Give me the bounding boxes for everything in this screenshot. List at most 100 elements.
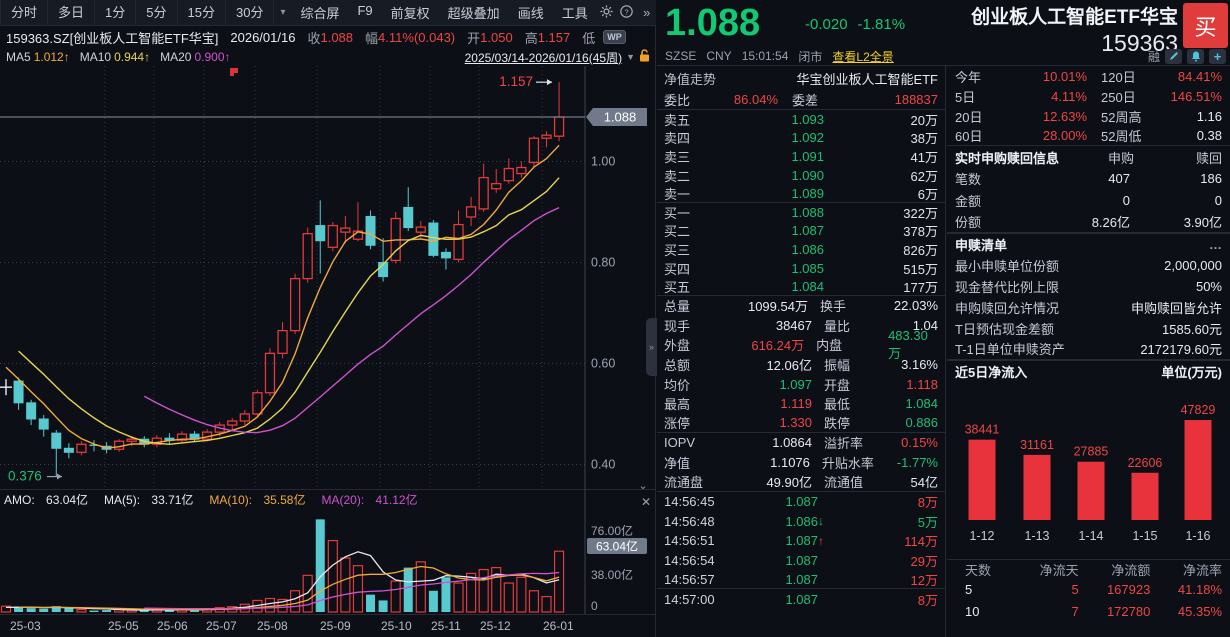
exchange-label: SZSE: [665, 49, 697, 63]
svg-text:0: 0: [591, 599, 598, 613]
net-inflow-bar-chart[interactable]: 38441 1-12 31161 1-13 27885 1-14 22606 1-15 4782…: [947, 382, 1230, 556]
bid-ask-ratio-row: 委比 86.04% 委差 188837: [657, 90, 945, 110]
time-axis-label: 25-07: [206, 619, 237, 633]
chart-panel: 分时 多日 1分 5分 15分 30分 ▾ 综合屏 F9 前复权 超级叠加 画线 工具 ? » 15…: [0, 0, 657, 637]
redeem-row: T日预估现金差额 1585.60元: [955, 321, 1222, 337]
lock-icon[interactable]: [639, 49, 650, 65]
tab-period-0[interactable]: 分时: [0, 0, 49, 26]
flow-section-title: 近5日净流入 单位(万元): [947, 359, 1230, 382]
svg-text:1-16: 1-16: [1185, 529, 1210, 543]
buy-level-row[interactable]: 买三 1.086 826万: [664, 241, 938, 258]
chevron-down-icon[interactable]: ⌄: [638, 480, 648, 492]
chevron-down-icon[interactable]: ▾: [280, 7, 286, 18]
kline-chart[interactable]: 1.00 0.80 0.60 0.40 1.088 1.157 0.376: [0, 66, 656, 489]
edit-icon[interactable]: [1165, 48, 1182, 64]
svg-text:27885: 27885: [1074, 444, 1109, 458]
stat-row: 最高 1.119 最低 1.084: [664, 396, 938, 413]
tab-period-1[interactable]: 多日: [48, 0, 96, 26]
l2-view-link[interactable]: 查看L2全景: [832, 49, 894, 64]
help-icon[interactable]: ?: [617, 4, 637, 21]
date-range[interactable]: 2025/03/14-2026/01/16(45周): [464, 50, 623, 65]
ratio-value: 86.04%: [733, 92, 779, 107]
chevron-down-icon[interactable]: ▼: [626, 52, 635, 62]
svg-text:1-14: 1-14: [1078, 529, 1103, 543]
svg-text:0.80: 0.80: [591, 255, 615, 269]
tick-row[interactable]: 14:56:45 1.087 8万: [664, 494, 938, 511]
menu-item-4[interactable]: 画线: [517, 6, 544, 21]
svg-text:38441: 38441: [965, 422, 1000, 436]
menu-item-0[interactable]: 综合屏: [300, 6, 340, 21]
menu-item-1[interactable]: F9: [357, 3, 373, 18]
nav-trend-label: 净值走势: [664, 71, 717, 87]
svg-text:1.088: 1.088: [604, 110, 637, 125]
vol-ma5-value: 33.71亿: [151, 492, 194, 507]
menu-item-3[interactable]: 超级叠加: [447, 6, 500, 21]
bell-icon[interactable]: [1187, 48, 1204, 64]
sell-level-row[interactable]: 卖四 1.092 38万: [664, 130, 938, 147]
sell-level-row[interactable]: 卖一 1.089 6万: [657, 184, 945, 203]
tab-period-5[interactable]: 30分: [226, 0, 275, 26]
ma-values-bar: MA5 1.012↑ MA10 0.944↑ MA20 0.900↑ 2025/03/…: [0, 48, 656, 66]
wp-badge-icon[interactable]: WP: [603, 30, 626, 44]
svg-text:1.157: 1.157: [499, 74, 533, 89]
buy-level-row[interactable]: 买四 1.085 515万: [664, 260, 938, 277]
return-row: 5日 4.11% 250日 146.51%: [955, 88, 1222, 105]
stat-row: 总量 1099.54万 换手 22.03%: [664, 298, 938, 315]
stat-row: 均价 1.097 开盘 1.118: [664, 376, 938, 393]
quote-stats: 总量 1099.54万 换手 22.03% 现手 38467 量比 1.04 外盘 616.24万…: [657, 296, 945, 492]
buy-level-row[interactable]: 买五 1.084 177万: [657, 277, 945, 296]
tick-row[interactable]: 14:56:51 1.087 ↑ 114万: [664, 533, 938, 550]
svg-text:1-15: 1-15: [1132, 529, 1157, 543]
ma20-value: 0.900↑: [194, 50, 231, 64]
menu-item-2[interactable]: 前复权: [390, 6, 430, 21]
subscription-row: 份额 8.26亿 3.90亿: [947, 211, 1230, 233]
tick-row[interactable]: 14:56:57 1.087 12万: [657, 570, 945, 590]
tick-row[interactable]: 14:57:00 1.087 8万: [664, 591, 938, 608]
more-icon[interactable]: …: [1209, 236, 1222, 252]
tick-row[interactable]: 14:56:48 1.086 ↓ 5万: [664, 513, 938, 530]
chart-toolbar: 分时 多日 1分 5分 15分 30分 ▾ 综合屏 F9 前复权 超级叠加 画线 工具 ? »: [0, 0, 656, 26]
ma5-value: 1.012↑: [33, 50, 70, 64]
sell-level-row[interactable]: 卖五 1.093 20万: [664, 111, 938, 128]
panel-expand-handle[interactable]: »: [646, 318, 657, 376]
nav-trend-row[interactable]: 净值走势 华宝创业板人工智能ETF: [657, 66, 945, 90]
svg-text:?: ?: [625, 7, 629, 16]
sell-level-row[interactable]: 卖三 1.091 41万: [664, 148, 938, 165]
tab-period-2[interactable]: 1分: [95, 0, 137, 26]
add-icon[interactable]: +: [1209, 48, 1226, 64]
stat-row: 总额 12.06亿 振幅 3.16%: [664, 357, 938, 374]
close-icon[interactable]: ✕: [640, 495, 652, 509]
svg-text:31161: 31161: [1020, 437, 1054, 451]
ma10-value: 0.944↑: [114, 50, 151, 64]
tab-period-4[interactable]: 15分: [178, 0, 226, 26]
svg-text:76.00亿: 76.00亿: [591, 523, 633, 538]
time-axis-label: 26-01: [543, 619, 574, 633]
tick-row[interactable]: 14:56:54 1.087 29万: [664, 552, 938, 569]
gear-icon[interactable]: [597, 4, 617, 21]
tab-period-3[interactable]: 5分: [136, 0, 178, 26]
symbol-info-bar: 159363.SZ[创业板人工智能ETF华宝] 2026/01/16 收 1.0…: [0, 26, 656, 48]
redeem-row: 现金替代比例上限 50%: [955, 278, 1222, 295]
time-axis-label: 25-10: [381, 619, 412, 633]
period-tabs: 分时 多日 1分 5分 15分 30分: [0, 0, 275, 26]
return-row: 20日 12.63% 52周高 1.16: [955, 108, 1222, 125]
buy-level-row[interactable]: 买一 1.088 322万: [664, 204, 938, 221]
redeem-list-title: 申赎清单 …: [947, 232, 1230, 255]
menu-item-5[interactable]: 工具: [561, 6, 588, 21]
quote-panel: 1.088 -0.020 -1.81% 创业板人工智能ETF华宝 159363 买…: [657, 0, 1230, 637]
sell-level-row[interactable]: 卖二 1.090 62万: [664, 167, 938, 184]
vol-ma10-value: 35.58亿: [263, 492, 306, 507]
buy-button[interactable]: 买: [1183, 3, 1228, 48]
market-status: 闭市: [798, 49, 823, 64]
buy-levels: 买一 1.088 322万 买二 1.087 378万 买三 1.086 826万 买四 1.085…: [657, 203, 945, 296]
symbol-name[interactable]: 159363.SZ[创业板人工智能ETF华宝]: [6, 30, 219, 46]
time-and-sales: 14:56:45 1.087 8万 14:56:48 1.086 ↓ 5万 14:56:51 1…: [657, 492, 945, 609]
buy-level-row[interactable]: 买二 1.087 378万: [664, 223, 938, 240]
time-axis-label: 25-11: [431, 619, 461, 633]
more-icon[interactable]: »: [643, 5, 651, 20]
quote-time: 15:01:54: [741, 49, 789, 63]
time-axis: 25-03 25-05 25-06 25-07 25-08 25-09 25-10 25-11…: [0, 614, 656, 637]
volume-chart[interactable]: 76.00亿 38.00亿 0 63.04亿: [0, 489, 656, 614]
time-axis-label: 25-03: [10, 619, 41, 633]
quote-header: 1.088 -0.020 -1.81% 创业板人工智能ETF华宝 159363 买…: [657, 0, 1230, 66]
